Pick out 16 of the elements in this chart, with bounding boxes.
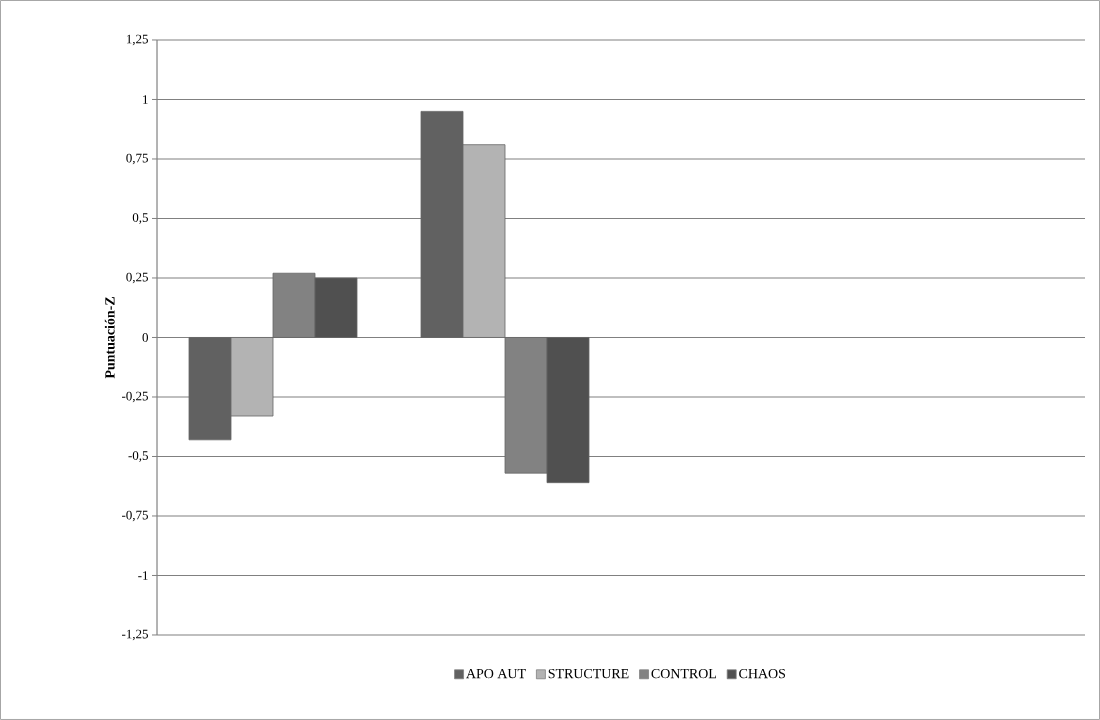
legend-label: CHAOS bbox=[739, 668, 785, 679]
y-tick-label: -0,25 bbox=[121, 391, 148, 403]
legend-label: APO AUT bbox=[466, 668, 526, 679]
y-tick-label: 0,25 bbox=[126, 272, 148, 284]
y-tick-label: 1 bbox=[143, 95, 148, 104]
y-axis-title: Puntuación-Z bbox=[104, 297, 115, 379]
y-tick-label: -0,5 bbox=[128, 451, 148, 462]
y-tick-label: 0,5 bbox=[132, 213, 148, 224]
y-tick-label: -1 bbox=[138, 571, 148, 580]
y-tick-label: 0,75 bbox=[126, 153, 148, 165]
legend-label: CONTROL bbox=[651, 668, 716, 679]
y-tick-label: -0,75 bbox=[121, 510, 148, 522]
y-tick-label: -1,25 bbox=[121, 629, 148, 641]
legend-label: STRUCTURE bbox=[548, 668, 629, 679]
y-tick-label: 1,25 bbox=[126, 34, 148, 46]
y-tick-label: 0 bbox=[142, 333, 148, 342]
